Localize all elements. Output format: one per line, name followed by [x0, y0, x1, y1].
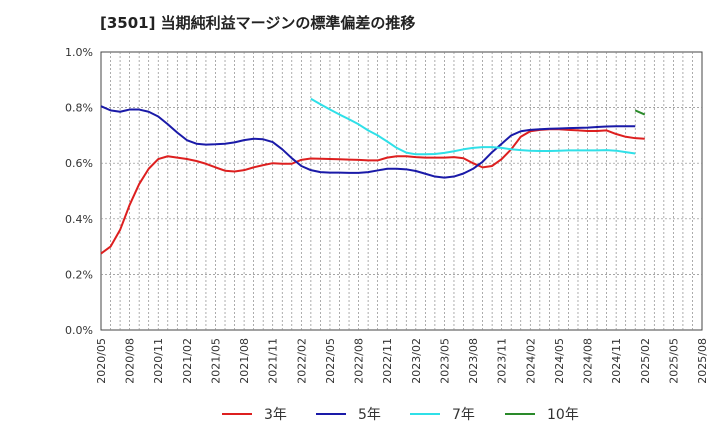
x-tick-label: 2024/08 [582, 338, 595, 384]
x-tick-label: 2024/05 [553, 338, 566, 384]
y-tick-label: 0.4% [65, 213, 93, 226]
legend-label: 7年 [452, 407, 475, 423]
x-tick-label: 2024/11 [610, 338, 623, 384]
x-tick-label: 2023/08 [467, 338, 480, 384]
series-line-5年 [100, 105, 636, 179]
series-line-7年 [310, 97, 636, 156]
plot-area [100, 51, 703, 331]
y-tick-label: 0.0% [65, 324, 93, 337]
x-tick-label: 2020/08 [124, 338, 137, 384]
x-tick-label: 2020/11 [152, 338, 165, 384]
x-tick-label: 2025/05 [667, 338, 680, 384]
x-tick-label: 2023/02 [410, 338, 423, 384]
series-line-10年 [634, 109, 646, 116]
x-tick-label: 2023/05 [438, 338, 451, 384]
x-tick-label: 2021/11 [267, 338, 280, 384]
x-tick-label: 2023/11 [496, 338, 509, 384]
x-tick-label: 2020/05 [95, 338, 108, 384]
y-tick-label: 1.0% [65, 46, 93, 59]
x-tick-label: 2024/02 [524, 338, 537, 384]
chart-title: [3501] 当期純利益マージンの標準偏差の推移 [100, 14, 416, 32]
legend-label: 5年 [358, 407, 381, 423]
y-tick-label: 0.2% [65, 268, 93, 281]
x-tick-label: 2022/05 [324, 338, 337, 384]
x-tick-label: 2025/08 [696, 338, 709, 384]
x-tick-label: 2025/02 [639, 338, 652, 384]
x-tick-label: 2022/11 [381, 338, 394, 384]
x-tick-label: 2021/05 [209, 338, 222, 384]
x-tick-label: 2021/02 [181, 338, 194, 384]
y-tick-label: 0.6% [65, 157, 93, 170]
legend-label: 3年 [264, 407, 287, 423]
x-tick-label: 2022/08 [353, 338, 366, 384]
y-tick-label: 0.8% [65, 102, 93, 115]
legend-label: 10年 [547, 407, 579, 423]
x-tick-label: 2022/02 [295, 338, 308, 384]
x-tick-label: 2021/08 [238, 338, 251, 384]
